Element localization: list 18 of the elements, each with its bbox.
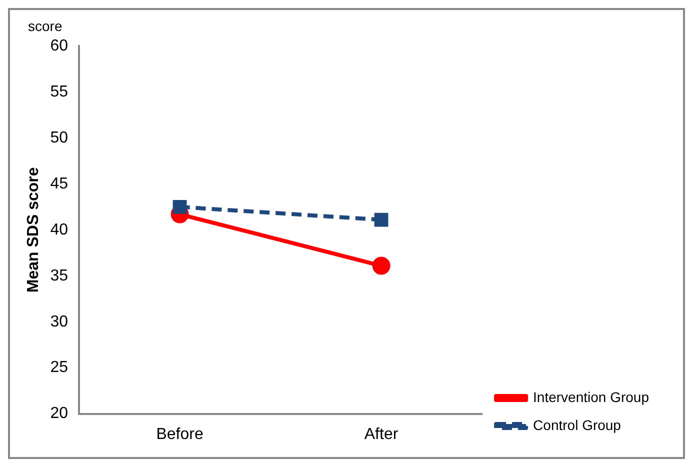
x-tick-label: After [364, 426, 399, 443]
y-tick-label: 35 [50, 267, 68, 284]
point [172, 200, 187, 214]
y-tick-label: 60 [50, 37, 68, 54]
legend-label: Control Group [533, 416, 622, 433]
legend-label: Intervention Group [533, 388, 650, 405]
point [372, 256, 390, 275]
y-tick-label: 40 [50, 221, 68, 238]
y-tick-label: 45 [50, 175, 68, 192]
y-tick-label: 30 [50, 313, 68, 330]
text: score [28, 18, 62, 34]
point [374, 212, 388, 227]
y-tick-label: 50 [50, 129, 68, 146]
y-axis-title: Mean SDS score [25, 167, 42, 293]
y-tick-label: 55 [50, 83, 68, 100]
y-tick-label: 20 [50, 405, 68, 422]
x-tick-label: Before [156, 426, 204, 443]
y-tick-label: 25 [50, 359, 68, 376]
